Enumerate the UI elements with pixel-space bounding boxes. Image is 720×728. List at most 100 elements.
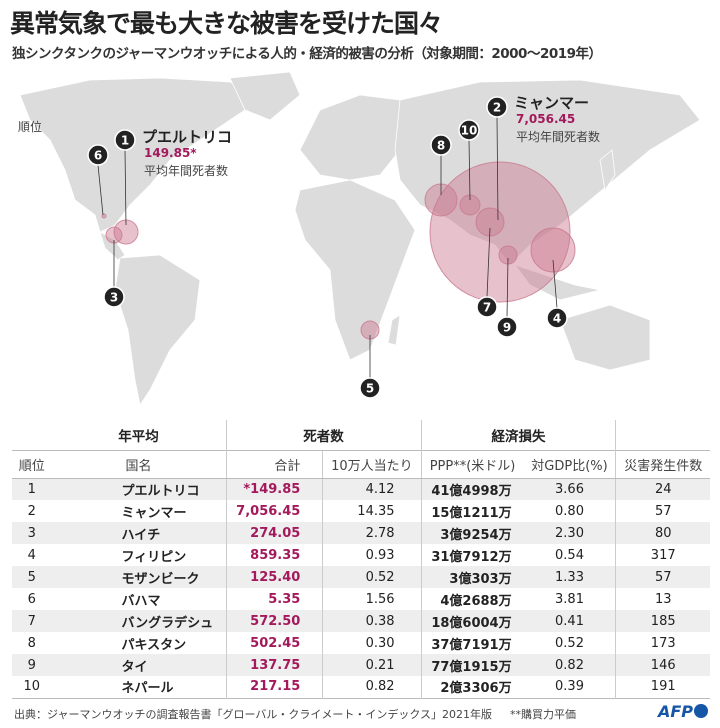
callout-puerto-rico-value: 149.85* xyxy=(144,146,197,160)
table-cell: 24 xyxy=(615,478,710,500)
rank-marker-9: 9 xyxy=(496,316,518,338)
table-cell: 0.38 xyxy=(322,610,422,632)
table-cell: 5.35 xyxy=(225,588,323,610)
table-row: 10 ネパール 217.15 0.82 2億3306万 0.39 191 xyxy=(12,676,710,698)
table-cell: 572.50 xyxy=(225,610,323,632)
table-cell: 0.54 xyxy=(555,547,584,563)
table-cell: 3億303万 xyxy=(420,566,524,588)
table-cell: 1.56 xyxy=(322,588,422,610)
table-cell: 77億1915万 xyxy=(420,654,524,676)
table-cell: 191 xyxy=(615,676,710,698)
table-cell: 41億4998万 xyxy=(420,478,524,500)
table-cell: 10 xyxy=(23,679,40,695)
table-cell: ミャンマー xyxy=(121,505,187,521)
table-row: 9 タイ 137.75 0.21 77億1915万 0.82 146 xyxy=(12,654,710,676)
north-america xyxy=(19,77,261,233)
column-header: 国名 xyxy=(51,449,227,479)
svg-text:9: 9 xyxy=(503,321,511,335)
table-row: 1 プエルトリコ *149.85 4.12 41億4998万 3.66 24 xyxy=(12,478,710,500)
southeast-asia xyxy=(513,264,601,301)
table-cell: パキスタン xyxy=(121,637,187,653)
afp-logo: AFP xyxy=(658,702,708,721)
svg-text:4: 4 xyxy=(553,312,561,326)
ppp-note: **購買力平価 xyxy=(510,708,576,721)
table-cell: 4 xyxy=(27,547,36,563)
svg-text:8: 8 xyxy=(437,139,445,153)
table-cell: 9 xyxy=(27,657,36,673)
table-cell: 4.12 xyxy=(322,478,422,500)
table-cell: 13 xyxy=(615,588,710,610)
rank-markers: 1 2 3 4 5 6 7 8 9 10 xyxy=(87,96,568,399)
table-cell: 146 xyxy=(615,654,710,676)
column-header: 合計 xyxy=(225,449,323,479)
table-cell: 80 xyxy=(615,522,710,544)
table-cell: 502.45 xyxy=(225,632,323,654)
table-cell: 0.21 xyxy=(322,654,422,676)
table-cell: 0.82 xyxy=(322,676,422,698)
rank-marker-5: 5 xyxy=(359,377,381,399)
column-header: 災害発生件数 xyxy=(615,449,710,479)
table-row: 2 ミャンマー 7,056.45 14.35 15億1211万 0.80 57 xyxy=(12,500,710,522)
table-row: 3 ハイチ 274.05 2.78 3億9254万 2.30 80 xyxy=(12,522,710,544)
greenland xyxy=(229,71,301,121)
ranking-table: 年平均 死者数 経済損失 順位 国名 合計 10万人当たり PPP**(米ドル) 対GDP… xyxy=(12,420,710,699)
group-economic-loss: 経済損失 xyxy=(420,420,616,450)
table-cell: 7,056.45 xyxy=(225,500,323,522)
table-cell: 137.75 xyxy=(225,654,323,676)
callout-puerto-rico-caption: 平均年間死者数 xyxy=(144,164,229,178)
table-cell: 859.35 xyxy=(225,544,323,566)
table-cell: 0.39 xyxy=(555,679,584,695)
group-annual: 年平均 xyxy=(118,428,159,445)
callout-myanmar-caption: 平均年間死者数 xyxy=(516,130,601,144)
table-cell: 0.52 xyxy=(322,566,422,588)
table-cell: 0.41 xyxy=(555,613,584,629)
callout-puerto-rico-name: プエルトリコ xyxy=(142,128,233,146)
table-cell: 8 xyxy=(27,635,36,651)
svg-text:10: 10 xyxy=(461,124,478,138)
subtitle: 独シンクタンクのジャーマンウオッチによる人的・経済的被害の分析（対象期間：200… xyxy=(12,46,602,62)
group-deaths: 死者数 xyxy=(225,420,422,450)
table-cell: 57 xyxy=(615,566,710,588)
rank-marker-4: 4 xyxy=(546,307,568,329)
table-cell: 274.05 xyxy=(225,522,323,544)
table-row: 8 パキスタン 502.45 0.30 37億7191万 0.52 173 xyxy=(12,632,710,654)
table-cell: バングラデシュ xyxy=(121,615,214,631)
table-cell: 4億2688万 xyxy=(420,588,524,610)
table-cell: 57 xyxy=(615,500,710,522)
table-cell: 2 xyxy=(27,503,36,519)
table-cell: 3.81 xyxy=(555,591,584,607)
europe xyxy=(299,94,401,181)
table-cell: 125.40 xyxy=(225,566,323,588)
table-cell: *149.85 xyxy=(225,478,323,500)
table-cell: 0.93 xyxy=(322,544,422,566)
table-cell: タイ xyxy=(121,659,148,675)
table-cell: 5 xyxy=(27,569,36,585)
rank-marker-2: 2 xyxy=(486,96,508,118)
bubble-philippines xyxy=(530,227,576,273)
madagascar xyxy=(387,314,401,346)
rank-marker-7: 7 xyxy=(476,296,498,318)
table-cell: 1 xyxy=(27,481,36,497)
table-cell: 2億3306万 xyxy=(420,676,524,698)
table-cell: 14.35 xyxy=(322,500,422,522)
rank-marker-3: 3 xyxy=(103,286,125,308)
column-header: 10万人当たり xyxy=(322,449,422,479)
bubbles xyxy=(101,161,576,340)
table-cell: バハマ xyxy=(121,593,161,609)
svg-text:5: 5 xyxy=(366,382,374,396)
table-cell: フィリピン xyxy=(121,549,187,565)
rank-marker-10: 10 xyxy=(458,119,480,141)
table-cell: 217.15 xyxy=(225,676,323,698)
table-cell: 7 xyxy=(27,613,36,629)
table-cell: ネパール xyxy=(121,681,174,697)
map-rank-label: 順位 xyxy=(18,120,43,134)
table-cell: 0.52 xyxy=(555,635,584,651)
australia xyxy=(559,304,651,371)
table-row: 6 バハマ 5.35 1.56 4億2688万 3.81 13 xyxy=(12,588,710,610)
table-cell: 6 xyxy=(27,591,36,607)
japan xyxy=(599,149,616,192)
table-cell: 0.80 xyxy=(555,503,584,519)
table-cell: 37億7191万 xyxy=(420,632,524,654)
rank-marker-6: 6 xyxy=(87,144,109,166)
leader-lines xyxy=(97,116,558,378)
